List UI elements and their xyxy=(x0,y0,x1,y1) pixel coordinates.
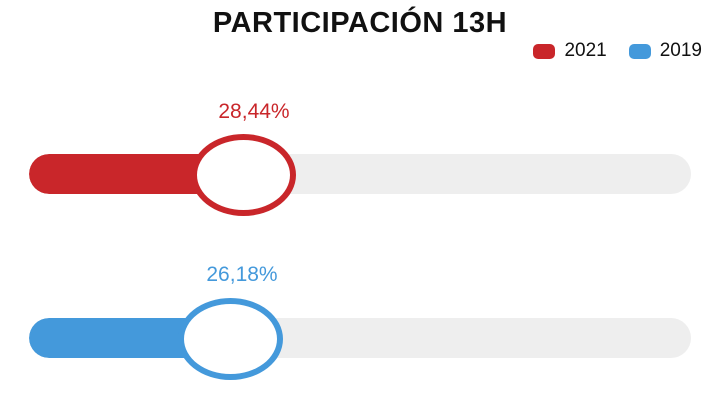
legend-item-2021: 2021 xyxy=(533,40,607,62)
progress-track-2019 xyxy=(29,318,691,358)
legend-label-2019: 2019 xyxy=(659,40,702,61)
progress-knob-2019 xyxy=(178,298,283,380)
chart-title: PARTICIPACIÓN 13H xyxy=(212,7,508,39)
progress-track-2021 xyxy=(29,154,691,194)
progress-fill-2019 xyxy=(29,318,205,358)
legend-label-2021: 2021 xyxy=(564,40,607,61)
legend-swatch-2019 xyxy=(628,43,651,59)
progress-knob-2021 xyxy=(191,134,296,216)
progress-fill-2021 xyxy=(29,154,219,194)
value-label-2019: 26,18% xyxy=(206,263,278,286)
legend-item-2019: 2019 xyxy=(628,40,702,62)
value-label-2021: 28,44% xyxy=(218,100,290,123)
legend-swatch-2021 xyxy=(533,43,556,59)
legend: 2021 2019 xyxy=(511,40,702,62)
